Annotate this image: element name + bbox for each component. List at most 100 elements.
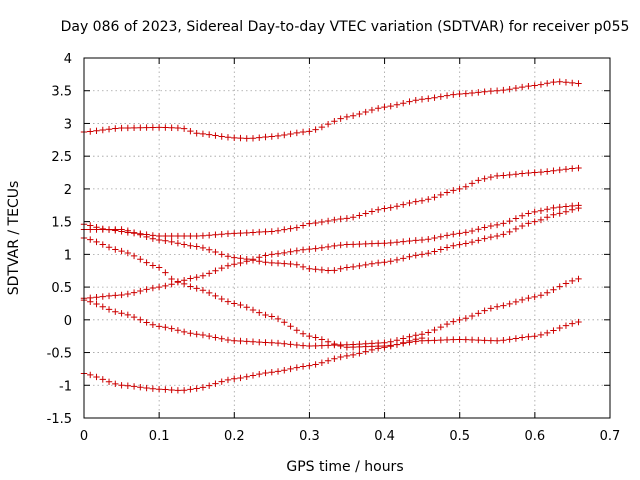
data-point [212, 248, 219, 256]
data-point [468, 238, 476, 246]
data-point [368, 340, 376, 347]
data-point [274, 339, 282, 347]
data-point [149, 124, 157, 131]
data-point [481, 307, 488, 314]
data-point [487, 87, 495, 95]
data-point [512, 225, 520, 233]
chart-title: Day 086 of 2023, Sidereal Day-to-day VTE… [61, 19, 630, 35]
data-point [168, 124, 175, 131]
data-point [493, 87, 501, 94]
data-point [274, 368, 282, 375]
data-point [193, 243, 200, 250]
data-point [268, 251, 275, 258]
data-point [193, 285, 200, 292]
data-point [205, 382, 213, 389]
data-point [349, 214, 357, 221]
data-point [525, 220, 532, 227]
data-point [224, 253, 232, 260]
data-point [525, 333, 532, 340]
data-point [337, 241, 344, 249]
data-point [312, 361, 319, 368]
data-point [218, 251, 225, 258]
data-point [105, 378, 113, 385]
data-point [362, 210, 369, 217]
data-point [556, 324, 563, 332]
data-point [312, 245, 319, 252]
data-point [400, 100, 407, 107]
data-point [149, 385, 157, 392]
data-point [331, 267, 338, 274]
data-point [356, 212, 363, 219]
data-point [337, 341, 344, 349]
data-point [293, 247, 301, 254]
data-point [462, 315, 470, 322]
data-point [274, 259, 282, 267]
data-point [118, 247, 125, 255]
data-point [318, 342, 326, 349]
data-point [456, 230, 463, 237]
data-point [500, 231, 507, 238]
y-tick-label: -1.5 [47, 412, 72, 427]
data-point [462, 183, 470, 190]
data-point [418, 251, 426, 258]
data-point [256, 338, 263, 346]
data-point [381, 240, 388, 247]
data-point [193, 232, 200, 240]
data-point [274, 250, 282, 257]
data-point [387, 204, 394, 211]
x-tick-label: 0.1 [149, 429, 170, 444]
data-point [393, 239, 401, 246]
data-point [418, 236, 426, 244]
data-point [299, 263, 307, 271]
data-point [306, 245, 313, 253]
data-point [87, 128, 94, 135]
data-point [231, 375, 238, 382]
data-point [143, 286, 150, 293]
data-point [137, 384, 144, 391]
data-point [312, 126, 319, 133]
data-point [324, 217, 332, 225]
data-point [544, 329, 551, 337]
data-point [130, 383, 138, 390]
data-point [406, 98, 413, 105]
data-point [393, 101, 401, 108]
data-point [168, 238, 175, 246]
data-point [168, 386, 175, 394]
data-point [299, 363, 307, 370]
series-sat-4 [80, 202, 582, 302]
data-point [475, 177, 482, 184]
data-point [562, 79, 570, 86]
data-point [331, 216, 338, 224]
data-point [518, 83, 526, 91]
data-point [518, 334, 526, 341]
data-point [481, 175, 488, 182]
data-point [262, 252, 269, 259]
data-point [425, 337, 432, 344]
data-point [374, 339, 382, 347]
data-point [406, 199, 413, 207]
data-point [155, 323, 163, 330]
data-point [569, 79, 576, 87]
data-point [137, 231, 144, 238]
data-point [437, 191, 444, 199]
data-point [224, 336, 232, 344]
data-point [356, 262, 363, 270]
data-point [218, 231, 225, 238]
data-point [356, 240, 363, 248]
y-tick-label: 0.5 [51, 281, 72, 296]
data-point [550, 78, 557, 86]
data-point [249, 306, 257, 314]
data-point [99, 293, 106, 300]
data-point [149, 284, 157, 292]
data-point [337, 115, 344, 122]
data-point [105, 244, 113, 251]
data-point [199, 272, 207, 279]
x-tick-label: 0.4 [374, 429, 395, 444]
data-point [118, 226, 125, 233]
data-point [544, 289, 551, 296]
data-point [143, 384, 150, 392]
data-point [506, 336, 513, 343]
data-point [105, 126, 113, 133]
data-point [118, 310, 125, 317]
data-point [287, 341, 294, 348]
